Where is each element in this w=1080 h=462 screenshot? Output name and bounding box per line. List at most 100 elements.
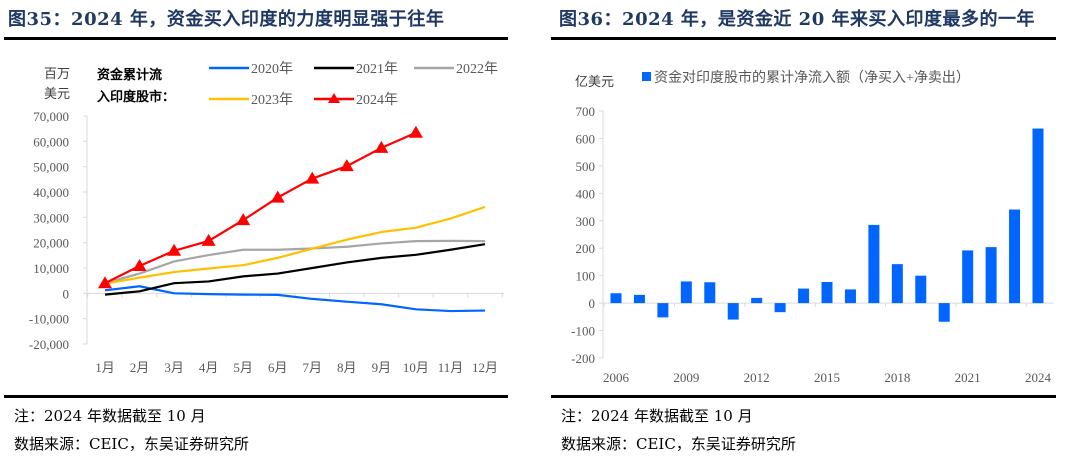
x-tick-label: 5月 [233, 360, 253, 375]
note-text: 注：2024 年数据截至 10 月 [14, 407, 206, 425]
bar-2016 [844, 289, 856, 304]
figure-35-panel: 图35：2024 年，资金买入印度的力度明显强于往年 百万美元 资金累计流入印度股… [4, 9, 508, 453]
y-tick-label: -200 [571, 351, 595, 366]
x-tick-label: 2015 [814, 370, 840, 385]
y-tick-label: 300 [576, 214, 596, 229]
legend-label: 2020年 [251, 61, 293, 77]
bar-2024 [1032, 128, 1044, 304]
bar-2010 [704, 282, 716, 304]
y-tick-label: 30,000 [33, 210, 69, 225]
footer-rule [551, 395, 1056, 398]
y-tick-label: 200 [576, 241, 596, 256]
y-axis-unit-label: 亿美元 [575, 75, 614, 90]
y-tick-label: 60,000 [33, 134, 69, 149]
legend-swatch [642, 72, 651, 81]
x-tick-label: 12月 [472, 360, 498, 375]
x-tick-label: 3月 [164, 360, 184, 375]
bar-2009 [680, 281, 692, 304]
legend-label: 2024年 [356, 92, 398, 108]
x-tick-label: 4月 [199, 360, 219, 375]
data-point-marker [408, 125, 423, 138]
x-tick-label: 6月 [268, 360, 288, 375]
bar-2008 [657, 303, 669, 318]
data-point-marker [132, 258, 147, 271]
x-tick-label: 2012 [744, 370, 770, 385]
y-tick-label: 70,000 [33, 109, 69, 124]
note-text: 注：2024 年数据截至 10 月 [561, 407, 753, 425]
bar-2019 [915, 275, 927, 304]
y-tick-label: 700 [576, 104, 596, 119]
y-tick-label: 400 [576, 186, 596, 201]
bar-2015 [821, 281, 833, 304]
legend-label: 2021年 [356, 61, 398, 77]
bar-2022 [985, 247, 997, 304]
data-point-marker [236, 213, 251, 226]
y-tick-label: -10,000 [29, 312, 69, 327]
x-tick-label: 7月 [303, 360, 323, 375]
data-point-marker [167, 243, 182, 256]
y-tick-label: 500 [576, 159, 596, 174]
figure-35-title: 图35：2024 年，资金买入印度的力度明显强于往年 [8, 9, 445, 30]
source-text: 数据来源：CEIC，东吴证券研究所 [561, 435, 796, 453]
x-tick-label: 11月 [438, 360, 464, 375]
legend-item-2023年: 2023年 [209, 92, 293, 108]
series-line-2020年 [104, 285, 486, 313]
series-line-2022年 [104, 239, 486, 285]
bar-2018 [891, 264, 903, 304]
x-tick-label: 2018 [884, 370, 910, 385]
x-tick-label: 8月 [337, 360, 357, 375]
legend-label: 资金对印度股市的累计净流入额（净买入+净卖出） [654, 69, 970, 86]
data-point-marker [270, 190, 285, 203]
y-tick-label: 100 [576, 269, 596, 284]
series-line-2024年 [104, 131, 417, 285]
bar-2012 [751, 297, 763, 304]
data-point-marker [374, 140, 389, 153]
x-tick-label: 2月 [130, 360, 150, 375]
legend-label: 2022年 [456, 61, 498, 77]
data-point-marker [98, 276, 112, 289]
y-tick-label: 0 [589, 296, 596, 311]
x-tick-label: 9月 [372, 360, 392, 375]
y-tick-label: 0 [63, 286, 70, 301]
series-line-2021年 [104, 243, 486, 296]
data-point-marker [339, 159, 354, 172]
x-tick-label: 2006 [603, 370, 630, 385]
footer-rule [4, 395, 508, 398]
legend-title: 入印度股市： [97, 89, 175, 105]
y-axis-unit-label: 美元 [44, 87, 70, 102]
bar-2020 [938, 303, 950, 322]
x-tick-label: 2021 [955, 370, 981, 385]
y-tick-label: 40,000 [33, 185, 69, 200]
data-point-marker [305, 171, 320, 184]
legend-label: 2023年 [251, 92, 293, 108]
source-text: 数据来源：CEIC，东吴证券研究所 [14, 435, 249, 453]
legend-item-2022年: 2022年 [414, 61, 498, 77]
y-tick-label: 50,000 [33, 160, 69, 175]
legend-marker-triangle [328, 93, 340, 103]
bar-2013 [774, 303, 786, 313]
series-line-2023年 [104, 205, 486, 285]
legend-item-2021年: 2021年 [314, 61, 398, 77]
x-tick-label: 1月 [95, 360, 115, 375]
x-tick-label: 10月 [403, 360, 429, 375]
legend-item-2020年: 2020年 [209, 61, 293, 77]
legend-item-2024年: 2024年 [314, 92, 398, 108]
title-rule [4, 37, 508, 40]
bar-2021 [962, 250, 974, 304]
legend-title: 资金累计流 [97, 67, 162, 83]
bar-2011 [727, 303, 739, 320]
x-tick-label: 2009 [673, 370, 699, 385]
x-tick-label: 2024 [1025, 370, 1052, 385]
y-tick-label: 20,000 [33, 236, 69, 251]
bar-2014 [798, 288, 810, 304]
data-point-marker [201, 233, 216, 246]
bar-2007 [633, 294, 645, 304]
figure-36-title: 图36：2024 年，是资金近 20 年来买入印度最多的一年 [559, 9, 1035, 30]
figure-36-panel: 图36：2024 年，是资金近 20 年来买入印度最多的一年 亿美元 资金对印度股… [545, 0, 1080, 462]
y-axis-unit-label: 百万 [44, 67, 70, 82]
title-rule [551, 37, 1056, 40]
y-tick-label: 600 [576, 131, 596, 146]
bar-2023 [1009, 209, 1021, 304]
y-tick-label: -100 [571, 324, 595, 339]
